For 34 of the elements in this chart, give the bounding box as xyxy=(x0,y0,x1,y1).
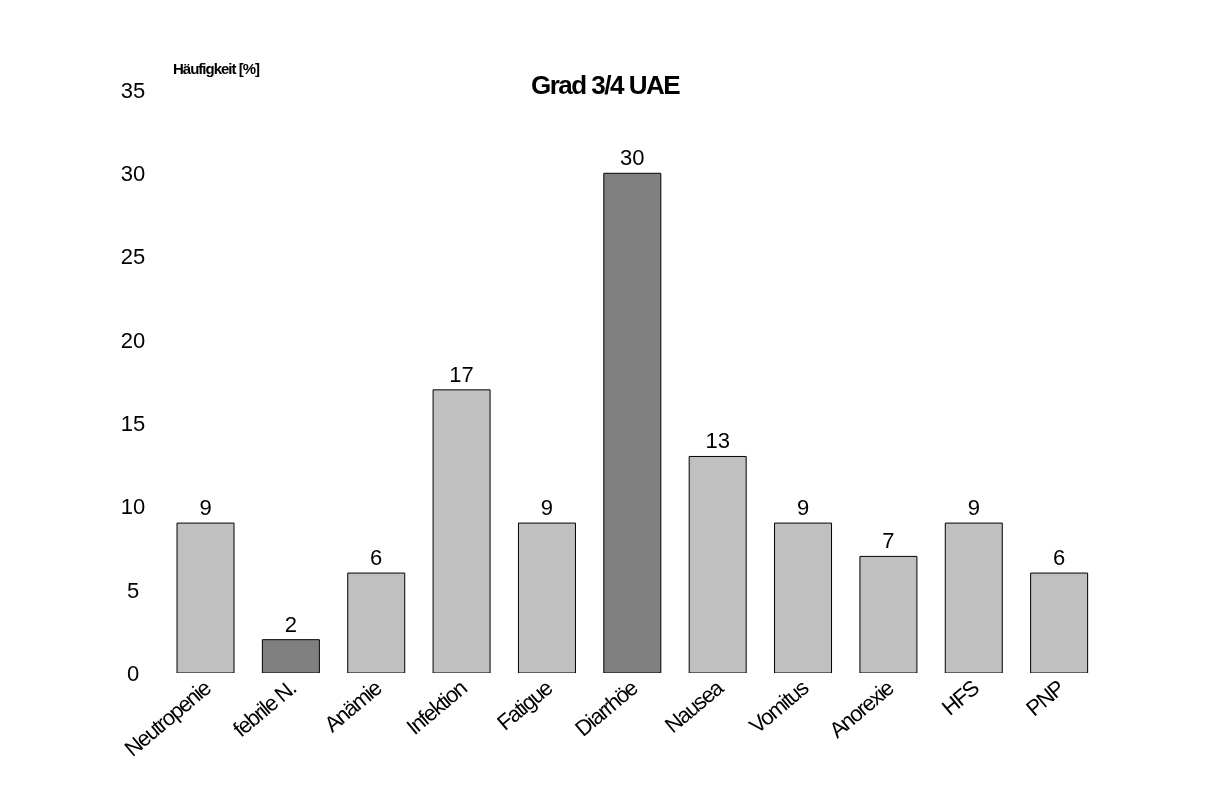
bar xyxy=(261,639,320,673)
x-tick-label: HFS xyxy=(936,675,984,721)
bar xyxy=(517,522,576,673)
y-tick-label: 20 xyxy=(120,327,146,353)
data-label: 9 xyxy=(199,495,212,521)
y-tick-label: 5 xyxy=(126,577,140,603)
data-label: 9 xyxy=(967,495,980,521)
data-label: 30 xyxy=(620,145,645,171)
data-label: 13 xyxy=(705,428,730,454)
data-label: 2 xyxy=(284,611,297,637)
y-tick-label: 0 xyxy=(126,660,140,686)
bar xyxy=(774,522,833,673)
chart-title: Grad 3/4 UAE xyxy=(530,70,680,100)
data-label: 9 xyxy=(540,495,554,521)
bar xyxy=(944,522,1003,673)
bar xyxy=(859,555,918,673)
bar xyxy=(347,572,406,673)
data-label: 6 xyxy=(1053,545,1066,571)
bar xyxy=(176,522,235,673)
bar xyxy=(603,172,662,673)
bar xyxy=(432,389,491,673)
y-tick-label: 25 xyxy=(120,244,146,270)
y-tick-label: 30 xyxy=(120,161,146,187)
y-tick-label: 15 xyxy=(120,410,146,436)
data-label: 7 xyxy=(882,528,895,554)
x-tick-label: PNP xyxy=(1021,675,1070,722)
y-axis-title: Häufigkeit [%] xyxy=(173,60,260,77)
y-tick-label: 35 xyxy=(120,77,146,103)
y-tick-label: 10 xyxy=(120,494,146,520)
data-label: 6 xyxy=(370,545,383,571)
bar xyxy=(1030,572,1089,673)
data-label: 9 xyxy=(796,495,810,521)
data-label: 17 xyxy=(449,361,474,387)
bar xyxy=(688,455,747,673)
